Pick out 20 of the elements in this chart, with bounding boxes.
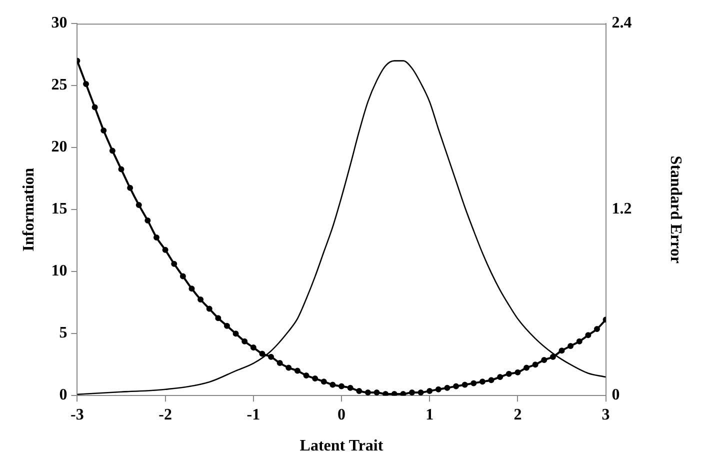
y2-tick-label: 1.2 — [612, 200, 632, 218]
y-tick-label: 30 — [51, 14, 68, 32]
y-tick-label: 0 — [59, 386, 68, 404]
x-tick-label: -2 — [158, 406, 172, 424]
y-tick-label: 5 — [59, 324, 68, 342]
y-tick-label: 15 — [51, 200, 68, 218]
x-tick-label: -3 — [70, 406, 84, 424]
y-tick-label: 10 — [51, 262, 68, 280]
y-axis-title: Information — [20, 168, 38, 252]
y-tick-label: 20 — [51, 138, 68, 156]
x-tick-label: 3 — [602, 406, 610, 424]
x-axis-title: Latent Trait — [300, 438, 384, 455]
x-tick-label: 1 — [426, 406, 434, 424]
x-tick-label: 2 — [514, 406, 522, 424]
y2-axis-title: Standard Error — [666, 156, 684, 264]
x-tick-label: 0 — [338, 406, 346, 424]
y2-tick-label: 0 — [612, 386, 620, 404]
x-tick-label: -1 — [246, 406, 260, 424]
y2-tick-label: 2.4 — [612, 14, 632, 32]
y-tick-label: 25 — [51, 76, 68, 94]
